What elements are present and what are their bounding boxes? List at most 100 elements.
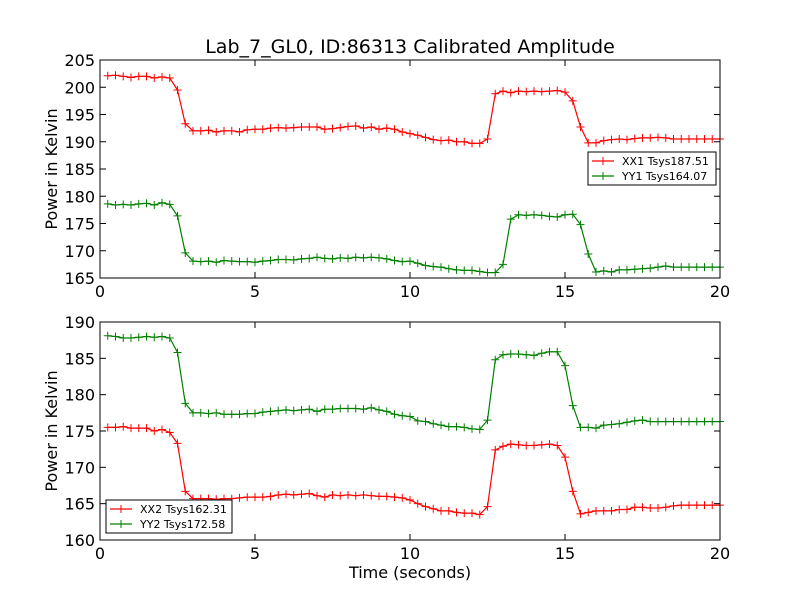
data-point <box>328 405 337 414</box>
data-point <box>359 405 368 414</box>
data-point <box>173 439 182 448</box>
data-point <box>382 492 391 501</box>
data-point <box>266 492 275 501</box>
data-point <box>204 126 213 135</box>
y-tick-label: 160 <box>64 531 95 550</box>
data-point <box>638 264 647 273</box>
data-point <box>390 493 399 502</box>
data-point <box>638 503 647 512</box>
data-point <box>103 331 112 340</box>
y-tick-label: 180 <box>64 386 95 405</box>
x-axis-label: Time (seconds) <box>348 563 471 582</box>
data-point <box>165 73 174 82</box>
data-point <box>654 263 662 272</box>
data-point <box>289 123 298 132</box>
data-point <box>274 255 283 264</box>
data-point <box>692 135 701 144</box>
legend-entry-label: XX2 Tsys162.31 <box>140 503 227 516</box>
y-tick-label: 200 <box>64 78 95 97</box>
x-tick-label: 5 <box>250 544 260 563</box>
data-point <box>313 253 321 262</box>
data-point <box>592 506 600 515</box>
data-point <box>669 135 678 144</box>
data-point <box>103 199 112 208</box>
data-point <box>599 266 608 275</box>
data-point <box>499 87 507 96</box>
data-point <box>212 258 221 267</box>
data-point <box>305 405 314 414</box>
data-point <box>344 122 352 131</box>
data-point <box>692 417 701 426</box>
legend: XX1 Tsys187.51 YY1 Tsys164.07 <box>587 151 717 186</box>
y-tick-label: 175 <box>64 215 95 234</box>
data-point <box>623 135 631 144</box>
data-point <box>677 417 686 426</box>
data-point <box>561 88 569 97</box>
legend-entry-label: XX1 Tsys187.51 <box>622 155 709 168</box>
data-point <box>584 138 593 147</box>
series-1 <box>103 71 724 148</box>
data-point <box>530 87 538 96</box>
data-point <box>545 347 554 356</box>
data-point <box>243 493 252 502</box>
data-point <box>258 257 267 266</box>
data-point <box>654 133 662 142</box>
data-point <box>305 254 314 263</box>
data-point <box>638 416 647 425</box>
data-point <box>336 253 345 262</box>
x-tick-label: 10 <box>400 282 420 301</box>
data-point <box>406 257 414 266</box>
data-point <box>545 87 554 96</box>
data-point <box>452 137 461 146</box>
data-point <box>320 493 329 502</box>
data-point <box>227 257 236 266</box>
data-point <box>506 349 515 358</box>
data-point <box>530 351 538 360</box>
data-point <box>274 123 283 132</box>
data-point <box>499 260 507 269</box>
data-point <box>661 262 670 271</box>
data-point <box>530 441 538 450</box>
data-point <box>692 263 701 272</box>
data-point <box>607 135 616 144</box>
data-point <box>119 200 128 209</box>
data-point <box>537 440 546 449</box>
data-point <box>522 441 531 450</box>
data-point <box>150 333 159 342</box>
y-tick-label: 185 <box>64 160 95 179</box>
data-point <box>576 123 585 132</box>
data-point <box>661 503 670 512</box>
data-point <box>266 124 275 133</box>
data-point <box>111 200 120 209</box>
data-point <box>165 428 174 437</box>
data-point <box>189 408 197 417</box>
data-point <box>181 119 190 128</box>
x-tick-label: 20 <box>710 282 730 301</box>
data-point <box>413 131 422 140</box>
data-point <box>196 257 205 266</box>
data-point <box>592 268 600 277</box>
data-point <box>336 123 345 132</box>
data-point <box>142 332 151 341</box>
data-point <box>630 503 639 512</box>
data-point <box>196 126 205 135</box>
y-axis-label: Power in Kelvin <box>42 108 61 229</box>
data-point <box>413 416 422 425</box>
series-line <box>107 335 720 431</box>
data-point <box>328 490 337 499</box>
data-point <box>429 419 438 428</box>
legend-swatch-marker <box>599 157 607 165</box>
data-point <box>460 509 469 518</box>
data-point <box>344 490 352 499</box>
data-point <box>320 405 329 414</box>
data-point <box>630 416 639 425</box>
data-point <box>685 417 693 426</box>
data-point <box>615 265 624 274</box>
data-point <box>646 417 655 426</box>
data-point <box>181 399 190 408</box>
data-point <box>421 417 430 426</box>
data-point <box>359 124 368 133</box>
data-point <box>599 506 608 515</box>
data-point <box>282 124 290 133</box>
data-point <box>491 268 500 277</box>
